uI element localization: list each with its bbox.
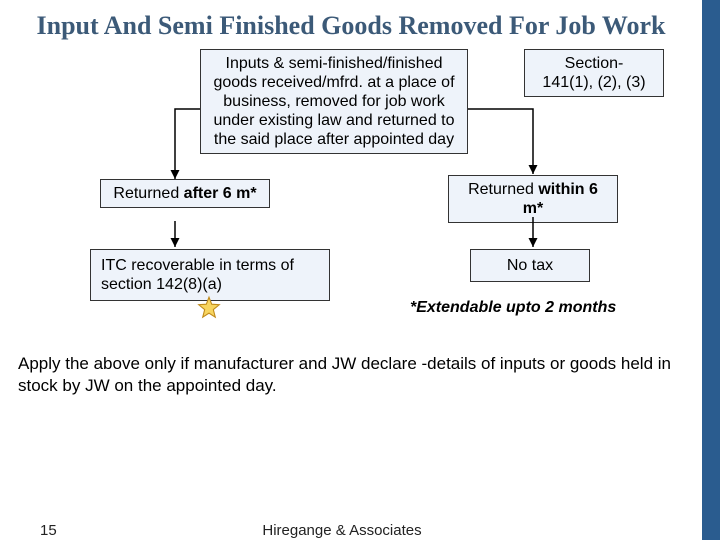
node-section-ref: Section- 141(1), (2), (3)	[524, 49, 664, 97]
arrow-top-to-left	[175, 109, 200, 179]
node-no-tax: No tax	[470, 249, 590, 282]
star-icon	[196, 295, 222, 321]
arrow-top-to-right	[468, 109, 533, 174]
node-itc-recoverable: ITC recoverable in terms of section 142(…	[90, 249, 330, 301]
body-text: Apply the above only if manufacturer and…	[0, 353, 702, 397]
returned-within-a: Returned	[468, 181, 538, 198]
footnote-extendable: *Extendable upto 2 months	[410, 299, 616, 317]
node-returned-after: Returned after 6 m*	[100, 179, 270, 208]
node-top: Inputs & semi-finished/finished goods re…	[200, 49, 468, 155]
flow-diagram: Inputs & semi-finished/finished goods re…	[0, 49, 702, 339]
section-line2: 141(1), (2), (3)	[542, 74, 645, 91]
returned-after-a: Returned	[113, 185, 183, 202]
returned-after-b: after 6 m*	[184, 185, 257, 202]
company-name: Hiregange & Associates	[0, 522, 684, 539]
section-line1: Section-	[565, 55, 624, 72]
node-returned-within: Returned within 6 m*	[448, 175, 618, 223]
page-title: Input And Semi Finished Goods Removed Fo…	[0, 0, 702, 49]
